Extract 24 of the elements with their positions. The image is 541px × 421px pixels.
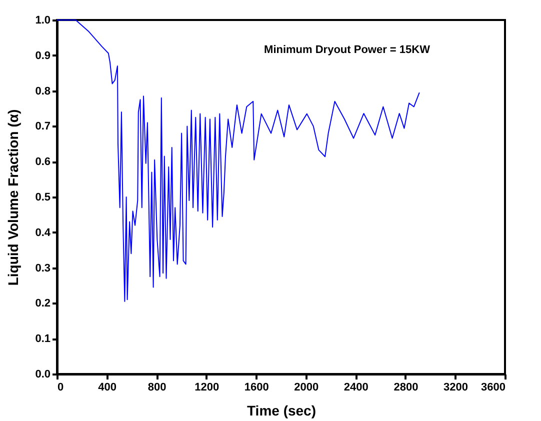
y-tick-label: 0.5 [35, 192, 50, 204]
x-tick-label: 3600 [481, 382, 506, 394]
x-tick-label: 2800 [394, 382, 418, 394]
annotation: Minimum Dryout Power = 15KW [264, 44, 431, 56]
x-tick-label: 1600 [244, 382, 269, 394]
x-tick-label: 3200 [443, 382, 468, 394]
y-tick-label: 0.3 [35, 262, 50, 274]
y-tick-label: 0.6 [35, 156, 50, 168]
y-tick-label: 0.2 [35, 298, 50, 310]
x-tick-label: 400 [98, 382, 116, 394]
y-tick-label: 0.4 [35, 226, 52, 239]
y-tick-label: 0.1 [35, 333, 50, 346]
x-axis-title: Time (sec) [247, 402, 316, 418]
y-tick-label: 0.9 [35, 50, 50, 62]
y-tick-label: 0.8 [35, 85, 50, 98]
x-tick-label: 1200 [194, 382, 220, 394]
x-tick-label: 2400 [344, 382, 368, 394]
y-axis-title: Liquid Volume Fraction (α) [5, 109, 22, 286]
x-tick-label: 0 [58, 382, 64, 394]
y-tick-label: 0.0 [35, 368, 50, 380]
x-tick-label: 2000 [294, 382, 319, 394]
x-tick-label: 800 [148, 382, 166, 394]
y-tick-label: 0.7 [35, 120, 50, 133]
y-tick-label: 1.0 [35, 14, 50, 26]
